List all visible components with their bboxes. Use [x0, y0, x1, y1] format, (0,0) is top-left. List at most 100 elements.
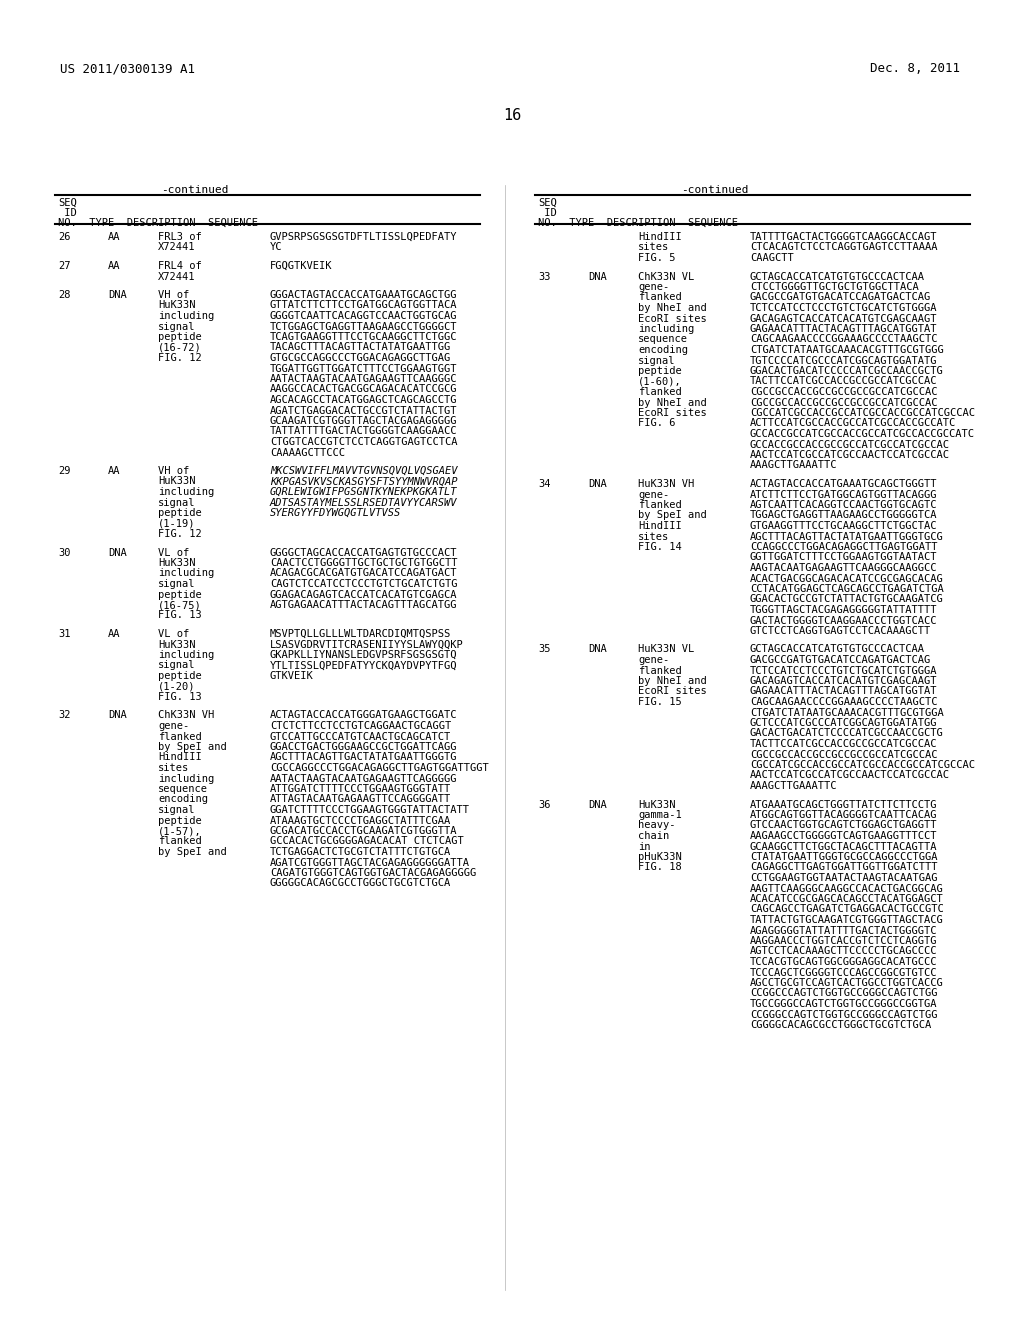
Text: 28: 28 [58, 290, 71, 300]
Text: TATTTTGACTACTGGGGTCAAGGCACCAGT: TATTTTGACTACTGGGGTCAAGGCACCAGT [750, 232, 938, 242]
Text: AAAGCTTGAAATTC: AAAGCTTGAAATTC [750, 461, 838, 470]
Text: HuK33N VH: HuK33N VH [638, 479, 694, 488]
Text: 26: 26 [58, 232, 71, 242]
Text: AA: AA [108, 232, 121, 242]
Text: GACACTGACATCTCCCCATCGCCAACCGCTG: GACACTGACATCTCCCCATCGCCAACCGCTG [750, 729, 944, 738]
Text: chain: chain [638, 832, 670, 841]
Text: gene-: gene- [638, 282, 670, 292]
Text: TCCCAGCTCGGGGTCCCAGCCGGCGTGTCC: TCCCAGCTCGGGGTCCCAGCCGGCGTGTCC [750, 968, 938, 978]
Text: ChK33N VH: ChK33N VH [158, 710, 214, 721]
Text: DNA: DNA [588, 644, 607, 655]
Text: GKAPKLLIYNANSLEDGVPSRFSGSGSGTQ: GKAPKLLIYNANSLEDGVPSRFSGSGSGTQ [270, 649, 458, 660]
Text: CGCCGCCACCGCCGCCGCCGCCATCGCCAC: CGCCGCCACCGCCGCCGCCGCCATCGCCAC [750, 387, 938, 397]
Text: 31: 31 [58, 630, 71, 639]
Text: flanked: flanked [638, 500, 682, 510]
Text: TCTGGAGCTGAGGTTAAGAAGCCTGGGGCT: TCTGGAGCTGAGGTTAAGAAGCCTGGGGCT [270, 322, 458, 331]
Text: TGGATTGGTTGGATCTTTCCTGGAAGTGGT: TGGATTGGTTGGATCTTTCCTGGAAGTGGT [270, 363, 458, 374]
Text: including: including [158, 569, 214, 578]
Text: GACTACTGGGGTCAAGGAACCCTGGTCACC: GACTACTGGGGTCAAGGAACCCTGGTCACC [750, 615, 938, 626]
Text: FIG. 12: FIG. 12 [158, 352, 202, 363]
Text: FIG. 18: FIG. 18 [638, 862, 682, 873]
Text: including: including [158, 774, 214, 784]
Text: TCTCCATCCTCCCTGTCTGCATCTGTGGGA: TCTCCATCCTCCCTGTCTGCATCTGTGGGA [750, 665, 938, 676]
Text: GGGGTCAATTCACAGGTCCAACTGGTGCAG: GGGGTCAATTCACAGGTCCAACTGGTGCAG [270, 312, 458, 321]
Text: VL of: VL of [158, 630, 189, 639]
Text: DNA: DNA [588, 272, 607, 281]
Text: Dec. 8, 2011: Dec. 8, 2011 [870, 62, 961, 75]
Text: GTTATCTTCTTCCTGATGGCAGTGGTTACA: GTTATCTTCTTCCTGATGGCAGTGGTTACA [270, 301, 458, 310]
Text: 30: 30 [58, 548, 71, 557]
Text: CAGCAAGAACCCCGGAAAGCCCCTAAGCTC: CAGCAAGAACCCCGGAAAGCCCCTAAGCTC [750, 334, 938, 345]
Text: ATAAAGTGCTCCCCTGAGGCTATTTCGAA: ATAAAGTGCTCCCCTGAGGCTATTTCGAA [270, 816, 452, 825]
Text: flanked: flanked [158, 837, 202, 846]
Text: ATCTTCTTCCTGATGGCAGTGGTTACAGGG: ATCTTCTTCCTGATGGCAGTGGTTACAGGG [750, 490, 938, 499]
Text: AGCTTTACAGTTACTATATGAATTGGGTGCG: AGCTTTACAGTTACTATATGAATTGGGTGCG [750, 532, 944, 541]
Text: (16-72): (16-72) [158, 342, 202, 352]
Text: CAACTCCTGGGGTTGCTGCTGCTGTGGCTT: CAACTCCTGGGGTTGCTGCTGCTGTGGCTT [270, 558, 458, 568]
Text: ATTGGATCTTTTCCCTGGAAGTGGGTATT: ATTGGATCTTTTCCCTGGAAGTGGGTATT [270, 784, 452, 795]
Text: by NheI and: by NheI and [638, 304, 707, 313]
Text: signal: signal [158, 660, 196, 671]
Text: MKCSWVIFFLMAVVTGVNSQVQLVQSGAEV: MKCSWVIFFLMAVVTGVNSQVQLVQSGAEV [270, 466, 458, 477]
Text: signal: signal [638, 355, 676, 366]
Text: CCTGGAAGTGGTAATACTAAGTACAATGAG: CCTGGAAGTGGTAATACTAAGTACAATGAG [750, 873, 938, 883]
Text: GCAAGATCGTGGGTTAGCTACGAGAGGGGG: GCAAGATCGTGGGTTAGCTACGAGAGGGGG [270, 416, 458, 426]
Text: 27: 27 [58, 261, 71, 271]
Text: flanked: flanked [638, 665, 682, 676]
Text: GTCCATTGCCCATGTCAACTGCAGCATCT: GTCCATTGCCCATGTCAACTGCAGCATCT [270, 731, 452, 742]
Text: HindIII: HindIII [638, 232, 682, 242]
Text: FIG. 15: FIG. 15 [638, 697, 682, 708]
Text: by NheI and: by NheI and [638, 397, 707, 408]
Text: HuK33N: HuK33N [638, 800, 676, 809]
Text: signal: signal [158, 805, 196, 814]
Text: CCTACATGGAGCTCAGCAGCCTGAGATCTGA: CCTACATGGAGCTCAGCAGCCTGAGATCTGA [750, 583, 944, 594]
Text: GCCACCGCCATCGCCACCGCCATCGCCACCGCCATC: GCCACCGCCATCGCCACCGCCATCGCCACCGCCATC [750, 429, 975, 440]
Text: AGAGGGGGTATTATTTTGACTACTGGGGTC: AGAGGGGGTATTATTTTGACTACTGGGGTC [750, 925, 938, 936]
Text: peptide: peptide [158, 590, 202, 599]
Text: ACACATCCGCGAGCACAGCCTACATGGAGCT: ACACATCCGCGAGCACAGCCTACATGGAGCT [750, 894, 944, 904]
Text: ACAGACGCACGATGTGACATCCAGATGACT: ACAGACGCACGATGTGACATCCAGATGACT [270, 569, 458, 578]
Text: ATGAAATGCAGCTGGGTTATCTTCTTCCTG: ATGAAATGCAGCTGGGTTATCTTCTTCCTG [750, 800, 938, 809]
Text: AA: AA [108, 466, 121, 477]
Text: HuK33N: HuK33N [158, 558, 196, 568]
Text: TCAGTGAAGGTTTCCTGCAAGGCTTCTGGC: TCAGTGAAGGTTTCCTGCAAGGCTTCTGGC [270, 333, 458, 342]
Text: HindIII: HindIII [158, 752, 202, 763]
Text: GTCCAACTGGTGCAGTCTGGAGCTGAGGTT: GTCCAACTGGTGCAGTCTGGAGCTGAGGTT [750, 821, 938, 830]
Text: CAGTCTCCATCCTCCCTGTCTGCATCTGTG: CAGTCTCCATCCTCCCTGTCTGCATCTGTG [270, 579, 458, 589]
Text: (1-57),: (1-57), [158, 826, 202, 836]
Text: HindIII: HindIII [638, 521, 682, 531]
Text: flanked: flanked [158, 731, 202, 742]
Text: SEQ: SEQ [538, 198, 557, 209]
Text: -continued: -continued [161, 185, 228, 195]
Text: peptide: peptide [158, 508, 202, 517]
Text: CGCCATCGCCACCGCCATCGCCACCGCCATCGCCAC: CGCCATCGCCACCGCCATCGCCACCGCCATCGCCAC [750, 408, 975, 418]
Text: AAGGAACCCTGGTCACCGTCTCCTCAGGTG: AAGGAACCCTGGTCACCGTCTCCTCAGGTG [750, 936, 938, 946]
Text: YC: YC [270, 243, 283, 252]
Text: GTGAAGGTTTCCTGCAAGGCTTCTGGCTAC: GTGAAGGTTTCCTGCAAGGCTTCTGGCTAC [750, 521, 938, 531]
Text: GTKVEIK: GTKVEIK [270, 671, 313, 681]
Text: GACAGAGTCACCATCACATGTCGAGCAAGT: GACAGAGTCACCATCACATGTCGAGCAAGT [750, 314, 938, 323]
Text: X72441: X72441 [158, 272, 196, 281]
Text: VH of: VH of [158, 466, 189, 477]
Text: CGCCAGGCCCTGGACAGAGGCTTGAGTGGATTGGT: CGCCAGGCCCTGGACAGAGGCTTGAGTGGATTGGT [270, 763, 488, 774]
Text: ATGGCAGTGGTTACAGGGGTCAATTCACAG: ATGGCAGTGGTTACAGGGGTCAATTCACAG [750, 810, 938, 820]
Text: SEQ: SEQ [58, 198, 77, 209]
Text: GGACACTGACATCCCCCATCGCCAACCGCTG: GGACACTGACATCCCCCATCGCCAACCGCTG [750, 366, 944, 376]
Text: AAGGCCACACTGACGGCAGACACATCCGCG: AAGGCCACACTGACGGCAGACACATCCGCG [270, 384, 458, 395]
Text: NO.  TYPE  DESCRIPTION  SEQUENCE: NO. TYPE DESCRIPTION SEQUENCE [538, 218, 738, 228]
Text: KKPGASVKVSCKASGYSFTSYYMNWVRQAP: KKPGASVKVSCKASGYSFTSYYMNWVRQAP [270, 477, 458, 487]
Text: DNA: DNA [108, 548, 127, 557]
Text: including: including [638, 323, 694, 334]
Text: GCTAGCACCATCATGTGTGCCCACTCAA: GCTAGCACCATCATGTGTGCCCACTCAA [750, 272, 925, 281]
Text: DNA: DNA [108, 290, 127, 300]
Text: sites: sites [638, 243, 670, 252]
Text: TGGGTTAGCTACGAGAGGGGGTATTATTTT: TGGGTTAGCTACGAGAGGGGGTATTATTTT [750, 605, 938, 615]
Text: EcoRI sites: EcoRI sites [638, 408, 707, 418]
Text: encoding: encoding [158, 795, 208, 804]
Text: AATACTAAGTACAATGAGAAGTTCAAGGGC: AATACTAAGTACAATGAGAAGTTCAAGGGC [270, 374, 458, 384]
Text: GGAGACAGAGTCACCATCACATGTCGAGCA: GGAGACAGAGTCACCATCACATGTCGAGCA [270, 590, 458, 599]
Text: 16: 16 [503, 108, 521, 123]
Text: VH of: VH of [158, 290, 189, 300]
Text: 35: 35 [538, 644, 551, 655]
Text: (1-20): (1-20) [158, 681, 196, 692]
